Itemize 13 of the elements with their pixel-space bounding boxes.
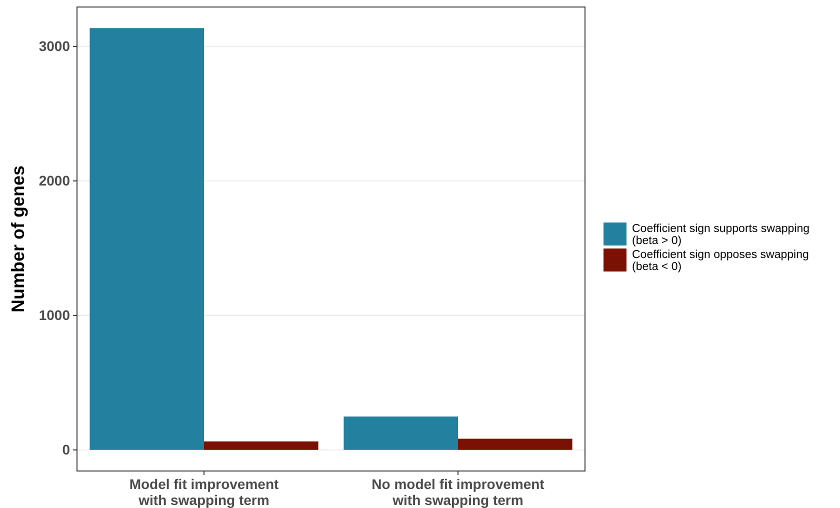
bar (204, 441, 318, 450)
y-axis-title: Number of genes (8, 165, 28, 313)
y-tick-label: 0 (62, 441, 70, 458)
y-tick-label: 3000 (38, 38, 70, 54)
x-tick-label: No model fit improvement with swapping term (372, 476, 545, 508)
y-tick-label: 2000 (38, 172, 70, 188)
bar (90, 28, 204, 450)
legend-label: Coefficient sign supports swapping (beta > 0) (632, 223, 810, 247)
legend-label: Coefficient sign opposes swapping (beta < 0) (632, 249, 809, 273)
y-tick-label: 1000 (38, 306, 70, 323)
bar (458, 438, 572, 450)
bar (344, 416, 458, 450)
x-tick-label: Model fit improvement with swapping term (129, 476, 280, 508)
